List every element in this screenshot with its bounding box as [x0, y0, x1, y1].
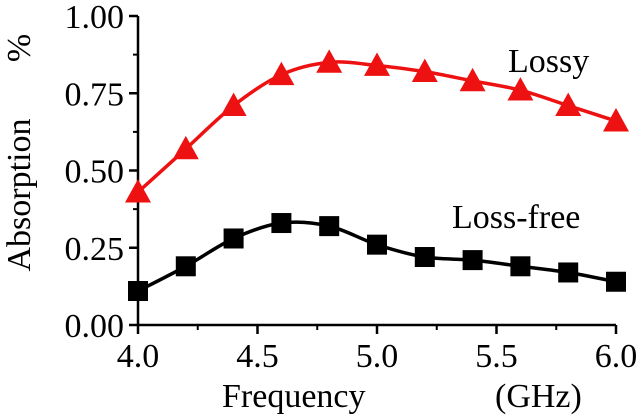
data-point-loss-free [510, 256, 531, 277]
data-point-lossy [459, 67, 486, 92]
data-point-loss-free [319, 216, 340, 237]
data-point-lossy [603, 108, 629, 132]
series-line-lossy [136, 60, 617, 194]
x-ticks: 4.0 4.5 5.0 5.5 6.0 [117, 325, 638, 375]
data-point-loss-free [271, 213, 292, 234]
x-axis-title: Frequency [222, 378, 366, 415]
data-point-lossy [555, 92, 582, 117]
y-ticks: 0.00 0.25 0.50 0.75 1.00 [65, 0, 138, 345]
data-point-loss-free [128, 281, 148, 302]
data-point-lossy [220, 92, 247, 117]
data-point-loss-free [414, 247, 435, 268]
y-tick-label: 0.25 [65, 231, 125, 268]
data-point-loss-free [462, 250, 483, 271]
x-tick-label: 4.0 [117, 338, 160, 375]
series-label-lossy: Lossy [508, 43, 589, 80]
series-label-loss-free: Loss-free [452, 199, 580, 236]
data-point-loss-free [558, 262, 579, 283]
y-tick-label: 0.75 [65, 76, 125, 113]
y-axis-unit: % [1, 34, 38, 62]
data-point-loss-free [223, 228, 244, 249]
data-point-lossy [125, 179, 151, 203]
data-point-loss-free [175, 256, 196, 277]
y-tick-label: 0.50 [65, 154, 125, 191]
y-tick-label: 1.00 [65, 0, 125, 36]
data-point-lossy [507, 77, 534, 101]
data-point-lossy [172, 135, 199, 160]
data-point-loss-free [606, 271, 626, 292]
series-group [125, 49, 629, 302]
series-loss-free [128, 213, 626, 302]
data-point-lossy [411, 58, 438, 83]
data-point-lossy [316, 49, 343, 73]
x-axis-unit: (GHz) [495, 378, 582, 415]
data-point-loss-free [367, 234, 387, 255]
x-tick-label: 6.0 [595, 338, 638, 375]
series-lossy [125, 49, 629, 203]
x-tick-label: 4.5 [236, 338, 279, 375]
y-tick-label: 0.00 [65, 308, 125, 345]
data-point-lossy [268, 61, 295, 86]
x-tick-label: 5.0 [356, 338, 399, 375]
data-point-lossy [364, 52, 390, 76]
y-axis-title: Absorption [1, 119, 38, 272]
x-tick-label: 5.5 [475, 338, 518, 375]
